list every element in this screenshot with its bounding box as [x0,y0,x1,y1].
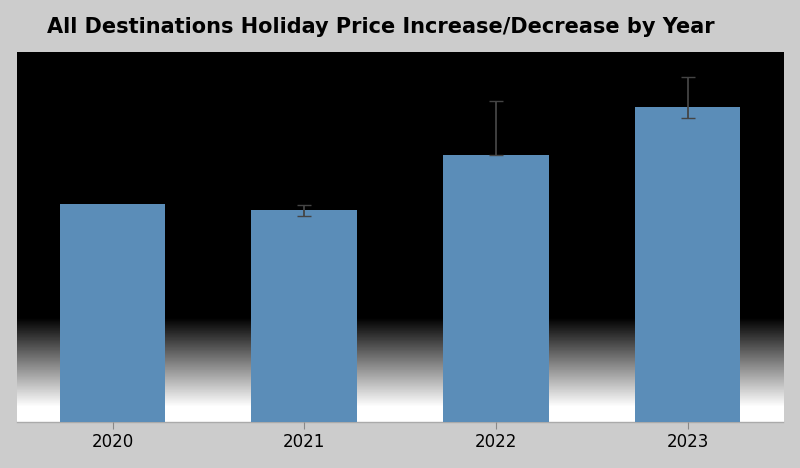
Text: 26.0%: 26.0% [444,80,506,98]
Text: -2.7%: -2.7% [314,187,371,205]
Bar [634,107,740,422]
Bar [443,155,549,422]
Text: All Destinations Holiday Price Increase/Decrease by Year: All Destinations Holiday Price Increase/… [47,17,715,37]
Bar [251,210,357,422]
Bar [60,204,166,422]
Text: 18.0%: 18.0% [636,56,698,74]
